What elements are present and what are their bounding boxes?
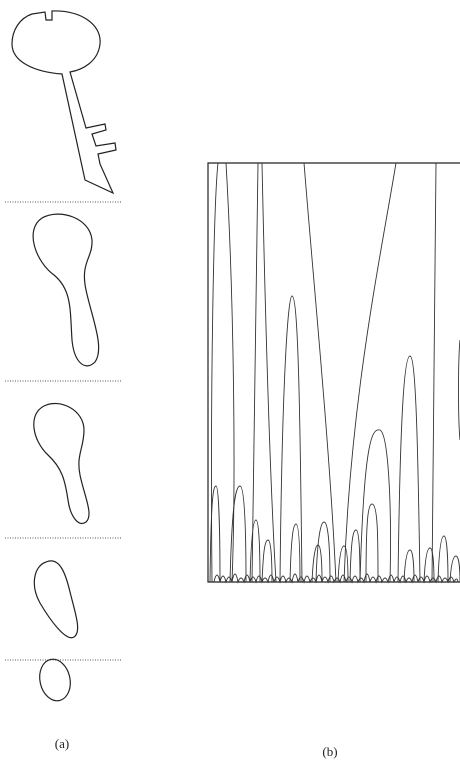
panel-label: (b)	[322, 744, 337, 759]
trace	[432, 163, 436, 582]
trace	[350, 530, 360, 582]
trace	[316, 522, 330, 582]
trace	[450, 556, 460, 582]
curve-5	[36, 656, 74, 703]
frame	[208, 163, 460, 582]
curve-2	[33, 214, 99, 366]
key-shape	[12, 11, 116, 193]
trace	[344, 163, 396, 582]
trace	[404, 550, 414, 582]
trace	[304, 163, 336, 582]
trace	[250, 520, 260, 582]
panel-b: (b)	[208, 163, 460, 759]
panel-a: (a)	[5, 11, 122, 751]
trace	[438, 536, 448, 582]
trace	[262, 163, 276, 582]
trace	[360, 430, 391, 582]
trace	[290, 524, 300, 582]
curve-4	[34, 561, 77, 638]
trace	[252, 163, 258, 582]
trace	[211, 163, 218, 582]
trace	[338, 546, 348, 582]
panel-label: (a)	[55, 736, 69, 751]
trace	[366, 504, 378, 582]
trace	[398, 356, 420, 582]
curve-3	[34, 403, 89, 523]
figure: (a) (b)	[0, 0, 460, 763]
